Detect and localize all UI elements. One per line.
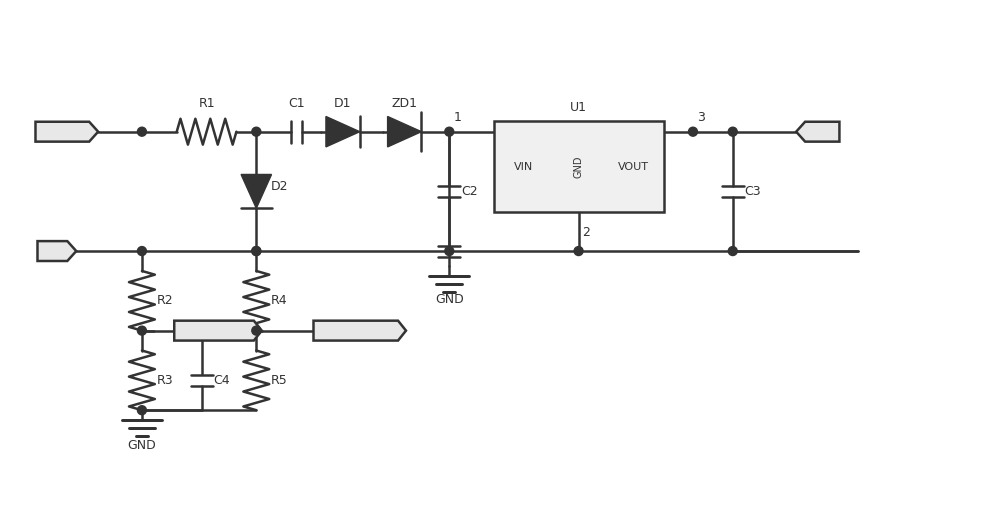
Circle shape: [252, 127, 261, 136]
Circle shape: [137, 127, 146, 136]
Text: C4: C4: [214, 374, 230, 387]
Circle shape: [252, 246, 261, 255]
Text: GND: GND: [435, 293, 464, 306]
Text: Vcc: Vcc: [811, 125, 834, 138]
Circle shape: [137, 406, 146, 415]
Polygon shape: [174, 321, 262, 341]
Text: U1: U1: [570, 101, 587, 114]
Circle shape: [137, 326, 146, 335]
Text: R5: R5: [271, 374, 288, 387]
Text: GND: GND: [40, 246, 65, 256]
Text: C3: C3: [745, 185, 761, 198]
Circle shape: [445, 246, 454, 255]
Text: R4: R4: [271, 294, 288, 307]
Circle shape: [445, 127, 454, 136]
Text: 1: 1: [453, 111, 461, 123]
Polygon shape: [313, 321, 406, 341]
Text: VIN: VIN: [514, 162, 533, 171]
Text: 3: 3: [697, 111, 705, 123]
Circle shape: [728, 246, 737, 255]
Text: R1: R1: [198, 97, 215, 110]
Text: Diming+: Diming+: [38, 127, 87, 137]
Polygon shape: [388, 117, 421, 147]
Circle shape: [252, 326, 261, 335]
Circle shape: [728, 127, 737, 136]
Text: C1: C1: [288, 97, 304, 110]
Circle shape: [137, 246, 146, 255]
Polygon shape: [35, 122, 98, 142]
Text: Analog signal: Analog signal: [179, 326, 249, 336]
Polygon shape: [326, 117, 360, 147]
Text: GND: GND: [574, 155, 584, 178]
Text: 2: 2: [583, 226, 590, 239]
Text: ZD1: ZD1: [392, 97, 418, 110]
Text: Digital signal: Digital signal: [322, 326, 390, 336]
Text: D1: D1: [334, 97, 352, 110]
Circle shape: [252, 246, 261, 255]
Text: D2: D2: [271, 180, 289, 193]
Polygon shape: [241, 175, 272, 208]
Circle shape: [574, 246, 583, 255]
Text: R2: R2: [157, 294, 173, 307]
Text: GND: GND: [128, 439, 156, 452]
Text: C2: C2: [461, 185, 478, 198]
Polygon shape: [37, 241, 76, 261]
Polygon shape: [796, 122, 839, 142]
Circle shape: [688, 127, 697, 136]
Text: VOUT: VOUT: [618, 162, 649, 171]
Text: R3: R3: [157, 374, 173, 387]
FancyBboxPatch shape: [494, 121, 664, 212]
